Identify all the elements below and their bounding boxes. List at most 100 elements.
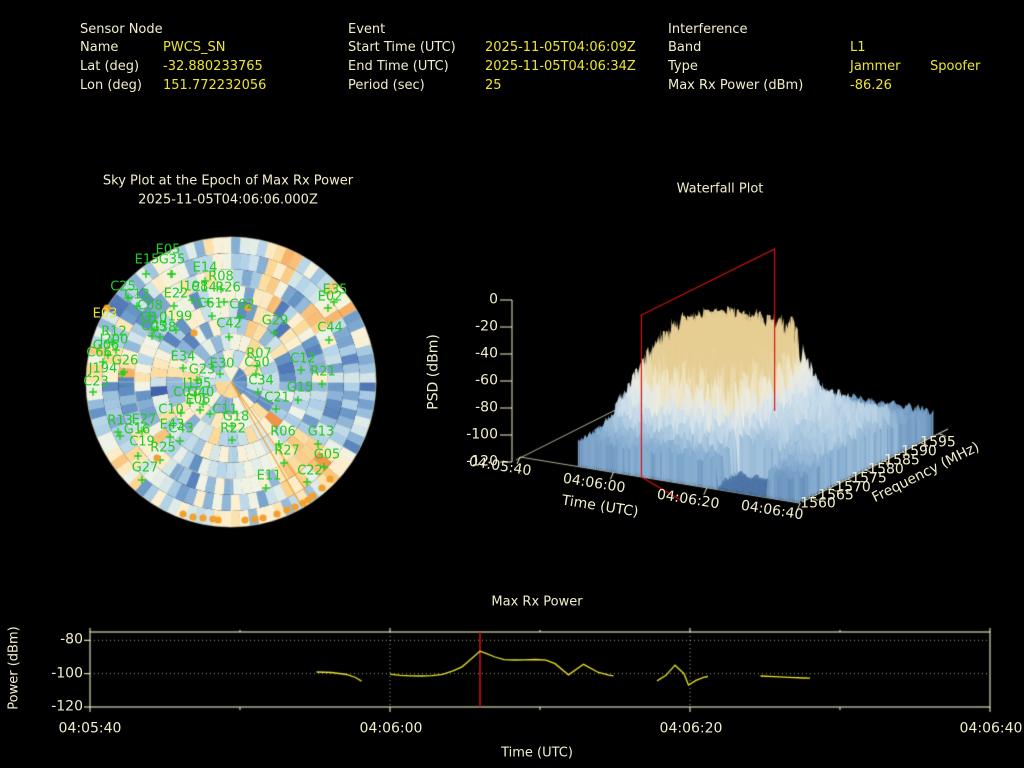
- interference-band-label: Band: [668, 40, 702, 55]
- event-end-value: 2025-11-05T04:06:34Z: [485, 59, 636, 74]
- satellite-label-R06: R06: [270, 424, 296, 440]
- waterfall-freq-tick-1585: 1585: [884, 452, 920, 469]
- satellite-label-C19: C19: [129, 434, 155, 450]
- sensor-name-label: Name: [80, 40, 119, 55]
- satellite-label-R22: R22: [220, 421, 246, 437]
- waterfall-psd-tick--80: -80: [475, 399, 498, 416]
- satellite-label-R07: R07: [246, 346, 272, 362]
- satellite-label-C02: C02: [229, 297, 255, 313]
- satellite-label-G23: G23: [188, 362, 216, 378]
- satellite-label-E11: E11: [256, 468, 282, 484]
- satellite-label-E43: E43: [159, 417, 185, 433]
- interference-type-value: Jammer: [850, 59, 901, 74]
- waterfall-title: Waterfall Plot: [676, 181, 764, 197]
- skyplot-epoch: 2025-11-05T04:06:06.000Z: [138, 192, 318, 208]
- satellite-label-E34: E34: [170, 349, 196, 365]
- satellite-label-E35: E35: [322, 282, 348, 298]
- power-chart-title: Max Rx Power: [491, 594, 583, 610]
- satellite-label-E15: E15: [134, 252, 160, 268]
- waterfall-psd-tick--40: -40: [475, 345, 498, 362]
- satellite-label-G06: G06: [92, 338, 120, 354]
- satellite-label-G16: G16: [123, 422, 151, 438]
- interference-power-label: Max Rx Power (dBm): [668, 78, 804, 93]
- satellite-label-G38: G38: [149, 320, 177, 336]
- satellite-label-E05: E05: [155, 242, 181, 258]
- interference-type-label: Type: [668, 59, 698, 74]
- interference-band-value: L1: [850, 40, 866, 55]
- waterfall-psd-tick--120: -120: [466, 453, 498, 470]
- skyplot-title: Sky Plot at the Epoch of Max Rx Power: [102, 173, 354, 189]
- power-chart-ytick--120: -120: [51, 698, 83, 715]
- satellite-label-E27: E27: [131, 412, 157, 428]
- power-chart-xtick-04:06:40: 04:06:40: [959, 720, 1023, 737]
- satellite-label-R27: R27: [274, 443, 300, 459]
- satellite-label-G05: G05: [313, 447, 341, 463]
- satellite-label-G40: G40: [187, 385, 215, 401]
- satellite-label-E06: E06: [185, 392, 211, 408]
- sensor-node-section-title: Sensor Node: [80, 22, 163, 37]
- satellite-label-C66: C66: [86, 345, 112, 361]
- power-chart-ytick--100: -100: [51, 665, 83, 682]
- satellite-label-C14: C14: [191, 280, 217, 296]
- satellite-label-C05: C05: [141, 319, 167, 335]
- sensor-lon-label: Lon (deg): [80, 78, 142, 93]
- satellite-label-E03: E03: [92, 306, 118, 322]
- event-period-value: 25: [485, 78, 502, 93]
- satellite-label-R25: R25: [150, 440, 176, 456]
- satellite-label-C12: C12: [290, 351, 316, 367]
- satellite-label-J194: J194: [88, 361, 118, 377]
- waterfall-freq-tick-1580: 1580: [868, 461, 904, 478]
- satellite-label-E02: E02: [317, 289, 343, 305]
- power-chart-ylabel: Power (dBm): [6, 626, 22, 710]
- power-chart-xtick-04:06:20: 04:06:20: [659, 720, 723, 737]
- satellite-label-G13: G13: [307, 424, 335, 440]
- satellite-label-G10: G10: [140, 310, 168, 326]
- sensor-lon-value: 151.772232056: [163, 78, 267, 93]
- satellite-label-C22: C22: [297, 463, 323, 479]
- satellite-label-C34: C34: [248, 373, 274, 389]
- satellite-label-G29: G29: [261, 313, 289, 329]
- satellite-label-C23: C23: [83, 374, 109, 390]
- satellite-label-C61: C61: [197, 296, 223, 312]
- waterfall-freq-tick-1560: 1560: [800, 495, 836, 512]
- satellite-label-E22: E22: [163, 286, 189, 302]
- waterfall-psd-axis-label: PSD (dBm): [425, 334, 442, 410]
- satellite-label-E14: E14: [192, 260, 218, 276]
- waterfall-psd-tick--100: -100: [466, 426, 498, 443]
- waterfall-freq-tick-1595: 1595: [920, 434, 956, 451]
- satellite-label-C11: C11: [212, 402, 238, 418]
- waterfall-psd-tick-0: 0: [489, 291, 498, 308]
- satellite-label-C07: C07: [173, 385, 199, 401]
- event-start-value: 2025-11-05T04:06:09Z: [485, 40, 636, 55]
- waterfall-freq-tick-1575: 1575: [851, 470, 887, 487]
- satellite-label-R13: R13: [107, 413, 133, 429]
- satellite-label-G35: G35: [158, 252, 186, 268]
- event-end-label: End Time (UTC): [348, 59, 449, 74]
- satellite-label-C13: C13: [124, 287, 150, 303]
- satellite-label-C44: C44: [317, 320, 343, 336]
- satellite-label-G18: G18: [222, 409, 250, 425]
- sensor-lat-value: -32.880233765: [163, 59, 263, 74]
- satellite-label-C08: C08: [137, 298, 163, 314]
- satellite-label-J199: J199: [163, 309, 193, 325]
- satellite-label-G15: G15: [286, 380, 314, 396]
- waterfall-freq-tick-1590: 1590: [901, 443, 937, 460]
- event-start-label: Start Time (UTC): [348, 40, 456, 55]
- power-chart-xtick-04:05:40: 04:05:40: [58, 720, 122, 737]
- satellite-label-R08: R08: [208, 269, 234, 285]
- satellite-label-R12: R12: [101, 324, 127, 340]
- sensor-name-value: PWCS_SN: [163, 40, 226, 55]
- interference-power-value: -86.26: [850, 78, 892, 93]
- satellite-label-G26: G26: [111, 353, 139, 369]
- interference-type-value2: Spoofer: [930, 59, 981, 74]
- interference-section-title: Interference: [668, 22, 748, 37]
- satellite-label-C42: C42: [216, 316, 242, 332]
- waterfall-psd-tick--20: -20: [475, 318, 498, 335]
- sensor-lat-label: Lat (deg): [80, 59, 140, 74]
- waterfall-psd-tick--60: -60: [475, 372, 498, 389]
- satellite-label-C25: C25: [110, 279, 136, 295]
- satellite-label-R26: R26: [215, 280, 241, 296]
- satellite-label-C43: C43: [168, 421, 194, 437]
